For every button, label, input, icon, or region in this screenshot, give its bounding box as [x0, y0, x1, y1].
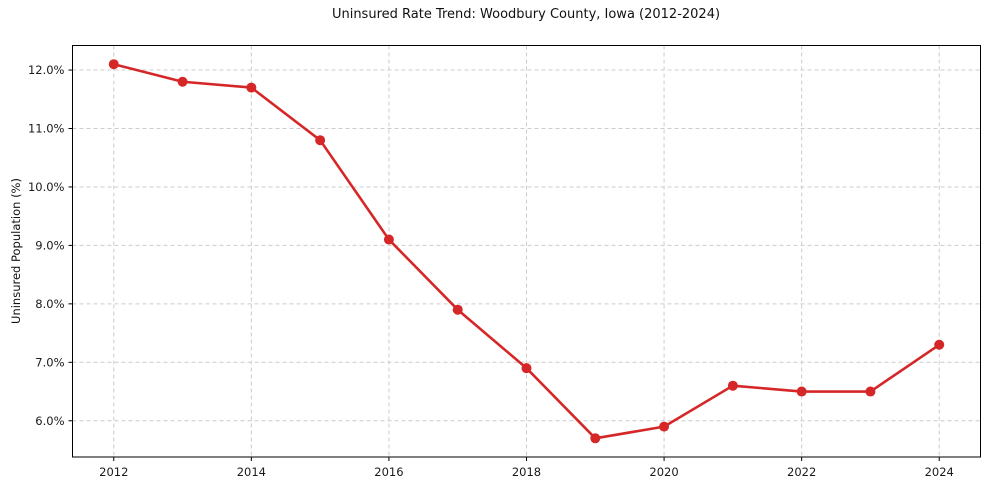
data-point-2023: [865, 386, 876, 397]
y-tick-label: 8.0%: [35, 297, 64, 311]
chart-title: Uninsured Rate Trend: Woodbury County, I…: [331, 7, 721, 22]
x-tick-label: 2012: [99, 465, 128, 479]
data-point-2012: [108, 59, 119, 70]
data-point-2016: [383, 234, 394, 245]
y-tick-label: 6.0%: [35, 414, 64, 428]
y-tick-label: 11.0%: [28, 122, 65, 136]
x-tick-label: 2022: [787, 465, 816, 479]
data-point-2024: [934, 339, 945, 350]
data-point-2017: [452, 304, 463, 315]
x-tick-label: 2014: [237, 465, 266, 479]
data-point-2019: [590, 433, 601, 444]
data-point-2013: [177, 76, 188, 87]
data-point-2014: [246, 82, 257, 93]
data-point-2015: [315, 135, 326, 146]
data-point-2021: [727, 380, 738, 391]
y-tick-label: 12.0%: [28, 63, 65, 77]
x-tick-label: 2024: [925, 465, 954, 479]
x-tick-label: 2018: [512, 465, 541, 479]
y-tick-label: 9.0%: [35, 238, 64, 252]
data-point-2020: [659, 421, 670, 432]
data-point-2018: [521, 363, 532, 374]
x-tick-label: 2020: [649, 465, 678, 479]
data-point-2022: [796, 386, 807, 397]
x-tick-label: 2016: [374, 465, 403, 479]
y-tick-label: 10.0%: [28, 180, 65, 194]
y-tick-label: 7.0%: [35, 355, 64, 369]
